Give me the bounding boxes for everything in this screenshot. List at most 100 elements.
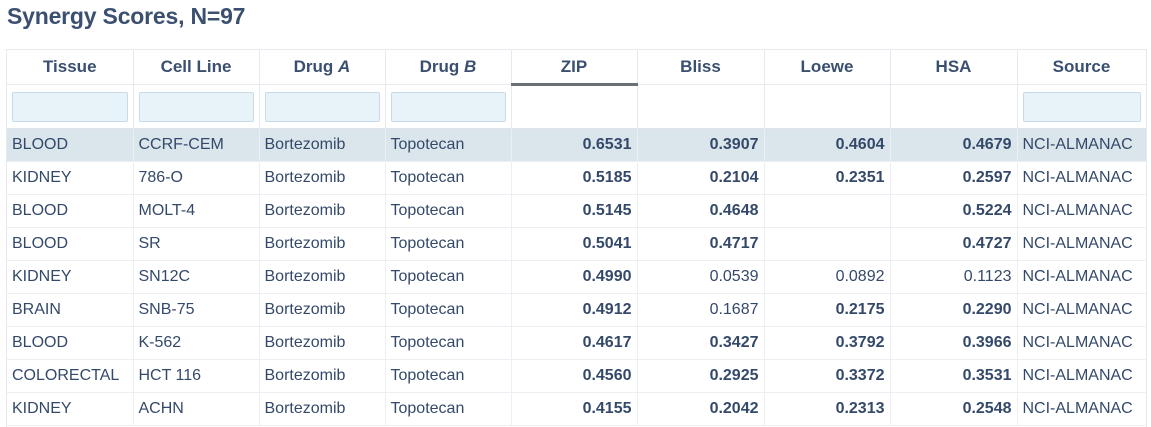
- column-header-drug-a[interactable]: Drug A: [259, 50, 386, 85]
- tissue-cell: BLOOD: [7, 326, 134, 360]
- table-row[interactable]: BLOOD CCRF-CEM Bortezomib Topotecan 0.6531 0.…: [7, 128, 1146, 162]
- drug-b-cell: Topotecan: [385, 260, 512, 294]
- source-cell: NCI-ALMANAC: [1017, 161, 1146, 195]
- drug-b-cell: Topotecan: [385, 128, 512, 162]
- column-header-cell-line[interactable]: Cell Line: [133, 50, 260, 85]
- cell-line-cell: CCRF-CEM: [133, 128, 260, 162]
- zip-score-cell: 0.4617: [511, 326, 638, 360]
- source-cell: NCI-ALMANAC: [1017, 326, 1146, 360]
- tissue-filter-input[interactable]: [12, 91, 128, 122]
- bliss-score-cell: 0.0539: [637, 260, 765, 294]
- table-row[interactable]: KIDNEY ACHN Bortezomib Topotecan 0.4155 0.204…: [7, 392, 1146, 426]
- zip-score-cell: 0.4155: [511, 392, 638, 426]
- zip-score-cell: 0.4912: [511, 293, 638, 327]
- hsa-score-cell: 0.2548: [890, 392, 1018, 426]
- loewe-score-cell: 0.4604: [764, 128, 891, 162]
- cell-line-cell: MOLT-4: [133, 194, 260, 228]
- column-header-tissue[interactable]: Tissue: [7, 50, 134, 85]
- table-row[interactable]: BRAIN SNB-75 Bortezomib Topotecan 0.4912 0.16…: [7, 293, 1146, 327]
- cell-line-cell: SR: [133, 227, 260, 261]
- drug-a-cell: Bortezomib: [259, 392, 386, 426]
- drug-b-cell: Topotecan: [385, 194, 512, 228]
- zip-score-cell: 0.4990: [511, 260, 638, 294]
- synergy-table: Tissue Cell Line Drug A Drug B ZIP Bliss…: [6, 49, 1147, 427]
- cell-line-cell: K-562: [133, 326, 260, 360]
- tissue-cell: BLOOD: [7, 227, 134, 261]
- source-filter-input[interactable]: [1022, 91, 1141, 122]
- source-cell: NCI-ALMANAC: [1017, 227, 1146, 261]
- zip-score-cell: 0.4560: [511, 359, 638, 393]
- table-row[interactable]: BLOOD SR Bortezomib Topotecan 0.5041 0.4717 0.…: [7, 227, 1146, 261]
- column-header-drug-b[interactable]: Drug B: [385, 50, 512, 85]
- cell-line-cell: HCT 116: [133, 359, 260, 393]
- tissue-cell: KIDNEY: [7, 392, 134, 426]
- bliss-score-cell: 0.2104: [637, 161, 765, 195]
- header-row: Tissue Cell Line Drug A Drug B ZIP Bliss…: [7, 50, 1146, 86]
- loewe-score-cell: [764, 227, 891, 261]
- source-cell: NCI-ALMANAC: [1017, 359, 1146, 393]
- drug-b-cell: Topotecan: [385, 293, 512, 327]
- cell-line-cell: ACHN: [133, 392, 260, 426]
- column-header-hsa[interactable]: HSA: [890, 50, 1018, 85]
- drug-b-cell: Topotecan: [385, 227, 512, 261]
- zip-score-cell: 0.5041: [511, 227, 638, 261]
- table-row[interactable]: BLOOD K-562 Bortezomib Topotecan 0.4617 0.342…: [7, 326, 1146, 360]
- drug-a-cell: Bortezomib: [259, 326, 386, 360]
- bliss-score-cell: 0.4717: [637, 227, 765, 261]
- zip-score-cell: 0.5145: [511, 194, 638, 228]
- drug-b-cell: Topotecan: [385, 359, 512, 393]
- tissue-cell: KIDNEY: [7, 161, 134, 195]
- loewe-score-cell: 0.2313: [764, 392, 891, 426]
- drug-a-cell: Bortezomib: [259, 260, 386, 294]
- drug-a-cell: Bortezomib: [259, 227, 386, 261]
- drug-b-cell: Topotecan: [385, 326, 512, 360]
- hsa-score-cell: 0.1123: [890, 260, 1018, 294]
- tissue-cell: KIDNEY: [7, 260, 134, 294]
- table-row[interactable]: COLORECTAL HCT 116 Bortezomib Topotecan 0.45…: [7, 359, 1146, 393]
- drug-a-cell: Bortezomib: [259, 293, 386, 327]
- hsa-score-cell: 0.2290: [890, 293, 1018, 327]
- loewe-score-cell: 0.3372: [764, 359, 891, 393]
- cell-line-filter-input[interactable]: [138, 91, 254, 122]
- table-row[interactable]: KIDNEY 786-O Bortezomib Topotecan 0.5185 0.21…: [7, 161, 1146, 195]
- column-header-loewe[interactable]: Loewe: [764, 50, 891, 85]
- bliss-score-cell: 0.3907: [637, 128, 765, 162]
- column-header-source[interactable]: Source: [1017, 50, 1146, 85]
- drug-a-cell: Bortezomib: [259, 128, 386, 162]
- drug-b-cell: Topotecan: [385, 161, 512, 195]
- table-row[interactable]: BLOOD MOLT-4 Bortezomib Topotecan 0.5145 0.46…: [7, 194, 1146, 228]
- drug-b-cell: Topotecan: [385, 392, 512, 426]
- hsa-score-cell: 0.4679: [890, 128, 1018, 162]
- source-cell: NCI-ALMANAC: [1017, 260, 1146, 294]
- loewe-score-cell: [764, 194, 891, 228]
- tissue-cell: BRAIN: [7, 293, 134, 327]
- hsa-score-cell: 0.4727: [890, 227, 1018, 261]
- bliss-score-cell: 0.2925: [637, 359, 765, 393]
- table-row[interactable]: KIDNEY SN12C Bortezomib Topotecan 0.4990 0.05…: [7, 260, 1146, 294]
- drug-a-filter-input[interactable]: [264, 91, 380, 122]
- loewe-score-cell: 0.3792: [764, 326, 891, 360]
- bliss-score-cell: 0.1687: [637, 293, 765, 327]
- cell-line-cell: SN12C: [133, 260, 260, 294]
- bliss-score-cell: 0.3427: [637, 326, 765, 360]
- column-header-bliss[interactable]: Bliss: [637, 50, 765, 85]
- page-title: Synergy Scores, N=97: [7, 3, 246, 29]
- loewe-score-cell: 0.2351: [764, 161, 891, 195]
- drug-a-cell: Bortezomib: [259, 194, 386, 228]
- zip-score-cell: 0.6531: [511, 128, 638, 162]
- tissue-cell: COLORECTAL: [7, 359, 134, 393]
- filter-row: [7, 84, 1146, 129]
- tissue-cell: BLOOD: [7, 128, 134, 162]
- hsa-score-cell: 0.3966: [890, 326, 1018, 360]
- drug-b-filter-input[interactable]: [390, 91, 506, 122]
- bliss-score-cell: 0.4648: [637, 194, 765, 228]
- hsa-score-cell: 0.5224: [890, 194, 1018, 228]
- cell-line-cell: SNB-75: [133, 293, 260, 327]
- tissue-cell: BLOOD: [7, 194, 134, 228]
- column-header-zip[interactable]: ZIP: [511, 50, 638, 86]
- bliss-score-cell: 0.2042: [637, 392, 765, 426]
- zip-score-cell: 0.5185: [511, 161, 638, 195]
- source-cell: NCI-ALMANAC: [1017, 128, 1146, 162]
- loewe-score-cell: 0.0892: [764, 260, 891, 294]
- loewe-score-cell: 0.2175: [764, 293, 891, 327]
